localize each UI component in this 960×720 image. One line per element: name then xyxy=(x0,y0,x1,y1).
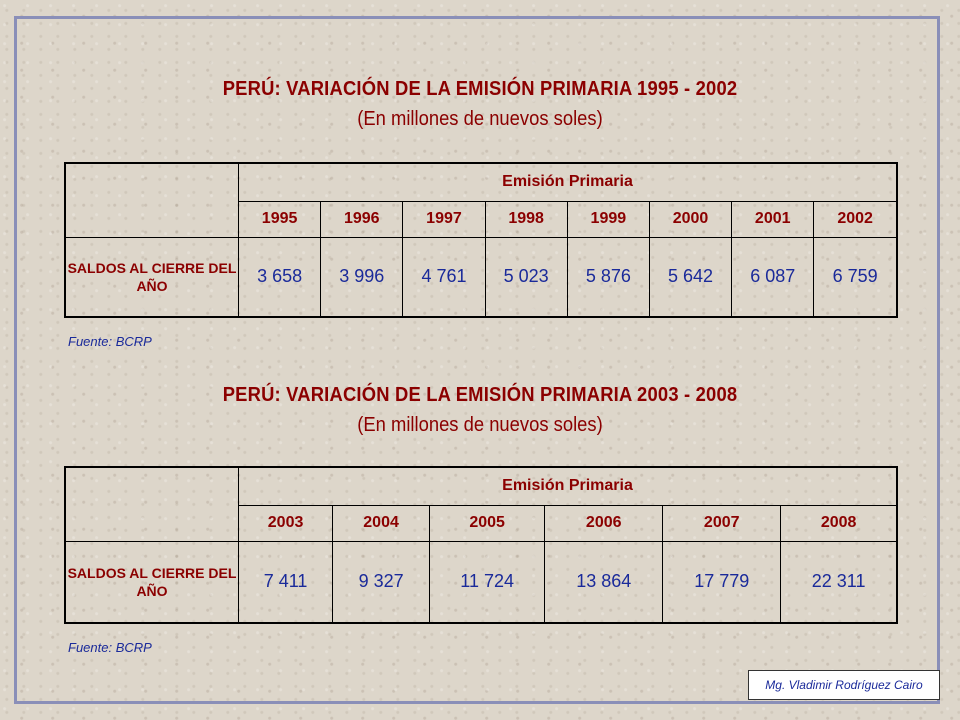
year-header-cell: 2003 xyxy=(237,504,334,542)
section1-group-header: Emisión Primaria xyxy=(238,162,898,202)
value-cell: 6 759 xyxy=(813,236,898,318)
value-cell: 3 996 xyxy=(320,236,404,318)
value-cell: 6 087 xyxy=(731,236,815,318)
table-corner-cell xyxy=(65,467,239,542)
section2-title: PERÚ: VARIACIÓN DE LA EMISIÓN PRIMARIA 2… xyxy=(222,384,738,406)
value-cell: 11 724 xyxy=(429,540,546,624)
section2-table: Emisión Primaria 2003 2004 2005 2006 2007 200… xyxy=(64,466,898,624)
section2-values-row: SALDOS AL CIERRE DEL AÑO 7 411 9 327 11 72… xyxy=(64,540,898,624)
value-cell: 13 864 xyxy=(544,540,664,624)
value-cell: 4 761 xyxy=(402,236,486,318)
value-cell: 9 327 xyxy=(332,540,431,624)
value-cell: 3 658 xyxy=(237,236,322,318)
author-credit: Mg. Vladimir Rodríguez Cairo xyxy=(748,670,940,700)
year-header-cell: 1999 xyxy=(566,200,650,238)
year-header-cell: 1997 xyxy=(402,200,486,238)
value-cell: 5 023 xyxy=(484,236,568,318)
year-header-cell: 2006 xyxy=(544,504,664,542)
section1-row-label: SALDOS AL CIERRE DEL AÑO xyxy=(64,236,239,318)
year-header-cell: 1998 xyxy=(484,200,568,238)
year-header-cell: 1996 xyxy=(320,200,404,238)
value-cell: 7 411 xyxy=(237,540,334,624)
year-header-cell: 2000 xyxy=(648,200,733,238)
section1-source: Fuente: BCRP xyxy=(68,334,152,349)
section2-row-label: SALDOS AL CIERRE DEL AÑO xyxy=(64,540,239,624)
value-cell: 17 779 xyxy=(662,540,782,624)
section2-group-header: Emisión Primaria xyxy=(238,466,898,506)
year-header-cell: 2008 xyxy=(780,504,898,542)
section2-subtitle: (En millones de nuevos soles) xyxy=(357,414,603,436)
year-header-cell: 2005 xyxy=(429,504,546,542)
year-header-cell: 1995 xyxy=(237,200,322,238)
year-header-cell: 2004 xyxy=(332,504,431,542)
year-header-cell: 2007 xyxy=(662,504,782,542)
year-header-cell: 2002 xyxy=(813,200,898,238)
value-cell: 22 311 xyxy=(780,540,898,624)
slide-frame xyxy=(14,16,940,704)
section2-source: Fuente: BCRP xyxy=(68,640,152,655)
table-corner-cell xyxy=(65,163,239,238)
section1-years-row: 1995 1996 1997 1998 1999 2000 2001 2002 xyxy=(65,200,898,238)
section1-table: Emisión Primaria 1995 1996 1997 1998 1999 200… xyxy=(64,162,898,318)
year-header-cell: 2001 xyxy=(731,200,815,238)
value-cell: 5 642 xyxy=(648,236,733,318)
value-cell: 5 876 xyxy=(566,236,650,318)
section1-values-row: SALDOS AL CIERRE DEL AÑO 3 658 3 996 4 761… xyxy=(64,236,898,318)
section1-title: PERÚ: VARIACIÓN DE LA EMISIÓN PRIMARIA 1… xyxy=(222,78,738,100)
section2-years-row: 2003 2004 2005 2006 2007 2008 xyxy=(65,504,898,542)
section1-subtitle: (En millones de nuevos soles) xyxy=(357,108,603,130)
